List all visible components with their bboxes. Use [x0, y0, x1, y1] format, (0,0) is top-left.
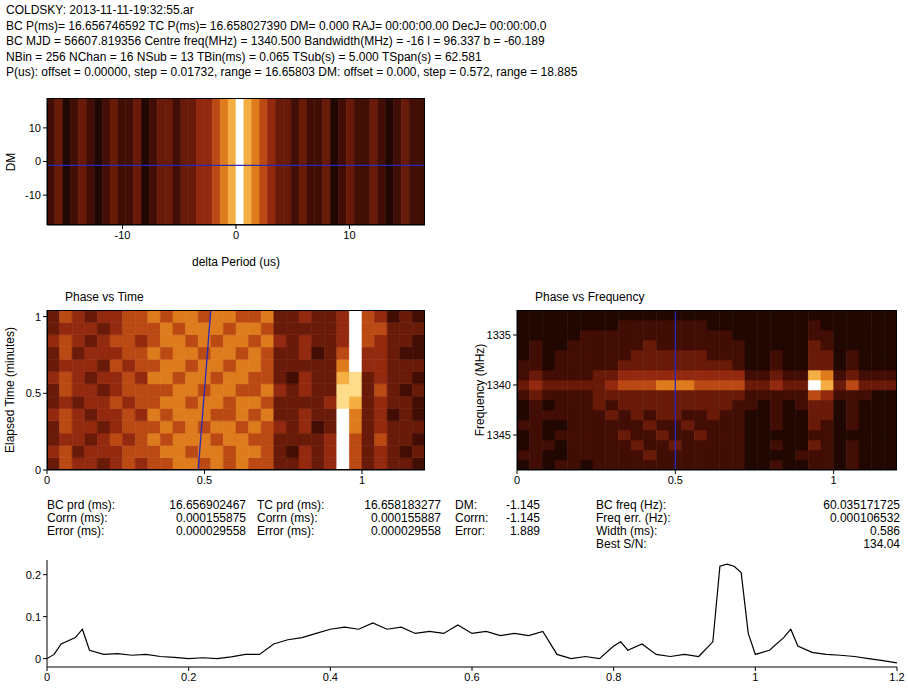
html-text:BC P(ms)= 16.656746592 TC P(ms: BC P(ms)= 16.656746592 TC P(ms)= 16.6580… [6, 18, 547, 33]
svg-text:0.8: 0.8 [606, 671, 621, 683]
html-text:Error (ms):: Error (ms): [47, 524, 105, 538]
svg-text:1340: 1340 [487, 379, 511, 391]
svg-text:0: 0 [35, 155, 41, 167]
html-text:0.000155875: 0.000155875 [175, 511, 246, 525]
html-text:COLDSKY: 2013-11-11-19:32:55.a: COLDSKY: 2013-11-11-19:32:55.ar [6, 3, 194, 17]
svg-text:0: 0 [44, 474, 50, 486]
svg-text:-10: -10 [115, 229, 131, 241]
html-text:60.035171725: 60.035171725 [823, 498, 900, 512]
html-text:16.658183277: 16.658183277 [364, 498, 441, 512]
html-text:Corrn (ms):: Corrn (ms): [257, 511, 318, 525]
html-text:0.586: 0.586 [870, 524, 900, 538]
html-text:Error (ms):: Error (ms): [257, 524, 315, 538]
svg-text:1345: 1345 [487, 429, 511, 441]
html-text:Freq err. (Hz):: Freq err. (Hz): [596, 511, 671, 525]
svg-text:0.4: 0.4 [323, 671, 338, 683]
html-text:delta Period (us): delta Period (us) [192, 255, 280, 269]
svg-text:0.6: 0.6 [464, 671, 479, 683]
html-text:BC freq (Hz):: BC freq (Hz): [596, 498, 666, 512]
svg-text:0.1: 0.1 [26, 611, 41, 623]
html-text:Frequency (MHz): Frequency (MHz) [473, 343, 487, 437]
svg-text:0: 0 [514, 474, 520, 486]
html-text:Elapsed Time (minutes): Elapsed Time (minutes) [3, 327, 17, 453]
html-text:Corrn (ms):: Corrn (ms): [47, 511, 108, 525]
html-text:DM:: DM: [455, 498, 477, 512]
svg-text:-10: -10 [25, 189, 41, 201]
svg-text:10: 10 [343, 229, 355, 241]
html-text:134.04: 134.04 [863, 537, 900, 551]
html-text:0.000029558: 0.000029558 [370, 524, 441, 538]
svg-text:0: 0 [35, 653, 41, 665]
html-text:16.656902467: 16.656902467 [169, 498, 246, 512]
html-text:NBin = 256 NChan = 16 NSub = 1: NBin = 256 NChan = 16 NSub = 13 TBin(ms)… [6, 49, 482, 64]
svg-text:1: 1 [359, 474, 365, 486]
html-text:-1.145: -1.145 [506, 498, 540, 512]
html-text:DM: DM [3, 152, 17, 171]
html-text:1.889: 1.889 [510, 524, 540, 538]
svg-text:1: 1 [752, 671, 758, 683]
svg-text:0.2: 0.2 [26, 569, 41, 581]
html-text:0.000029558: 0.000029558 [175, 524, 246, 538]
html-text:Phase vs Time: Phase vs Time [65, 290, 144, 304]
svg-text:0.2: 0.2 [181, 671, 196, 683]
svg-text:0.5: 0.5 [197, 474, 212, 486]
svg-text:1335: 1335 [487, 329, 511, 341]
html-text:0.000155887: 0.000155887 [370, 511, 441, 525]
svg-text:0: 0 [35, 464, 41, 476]
html-text:Width (ms):: Width (ms): [596, 524, 658, 538]
html-text:Phase vs Frequency: Phase vs Frequency [535, 290, 645, 304]
svg-text:0: 0 [44, 671, 50, 683]
svg-text:1.2: 1.2 [889, 671, 904, 683]
html-text:TC prd (ms):: TC prd (ms): [257, 498, 325, 512]
svg-text:0: 0 [233, 229, 239, 241]
svg-text:1: 1 [35, 311, 41, 323]
svg-text:0.5: 0.5 [668, 474, 683, 486]
svg-text:10: 10 [29, 122, 41, 134]
html-text:Corrn:: Corrn: [455, 511, 489, 525]
html-text:BC prd (ms):: BC prd (ms): [47, 498, 115, 512]
html-text:Best S/N:: Best S/N: [596, 537, 647, 551]
html-text:-1.145: -1.145 [506, 511, 540, 525]
html-text:BC MJD = 56607.819356 Centre f: BC MJD = 56607.819356 Centre freq(MHz) =… [6, 34, 545, 48]
svg-text:1: 1 [831, 474, 837, 486]
html-text:Error:: Error: [455, 524, 485, 538]
html-text:0.000106532: 0.000106532 [829, 511, 900, 525]
svg-text:0.5: 0.5 [26, 387, 41, 399]
html-text:P(us): offset = 0.00000, step: P(us): offset = 0.00000, step = 0.01732,… [6, 65, 578, 79]
